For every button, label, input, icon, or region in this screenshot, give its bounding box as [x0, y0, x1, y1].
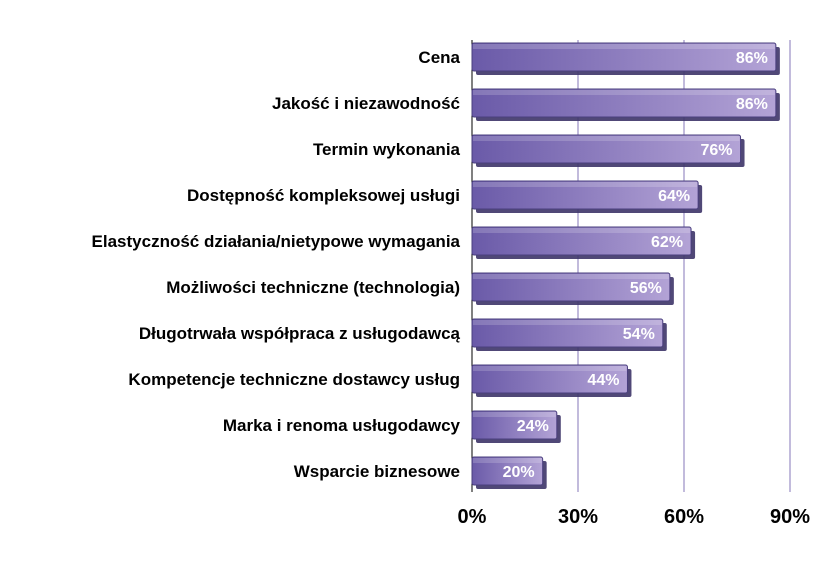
bar-highlight: [473, 458, 542, 463]
category-label: Kompetencje techniczne dostawcy usług: [128, 370, 460, 389]
x-tick-label: 90%: [770, 506, 810, 528]
bar-highlight: [473, 182, 698, 187]
bar-highlight: [473, 412, 556, 417]
bar-value-label: 24%: [517, 418, 549, 435]
bar-value-label: 20%: [503, 464, 535, 481]
x-tick-label: 60%: [664, 506, 704, 528]
bar: [471, 88, 777, 118]
category-label: Elastyczność działania/nietypowe wymagan…: [92, 232, 461, 251]
bar-value-label: 64%: [658, 188, 690, 205]
category-label: Jakość i niezawodność: [272, 94, 460, 113]
category-label: Dostępność kompleksowej usługi: [187, 186, 460, 205]
x-tick-label: 30%: [558, 506, 598, 528]
category-labels: Cena Jakość i niezawodność Termin wykonani…: [92, 48, 461, 481]
bar: [471, 456, 544, 486]
bar-highlight: [473, 90, 775, 95]
bar-value-label: 56%: [630, 280, 662, 297]
bar-highlight: [473, 44, 775, 49]
bar-highlight: [473, 136, 740, 141]
bar-highlight: [473, 366, 627, 371]
bar-value-label: 86%: [736, 50, 768, 67]
category-label: Termin wykonania: [313, 140, 461, 159]
category-label: Wsparcie biznesowe: [294, 462, 460, 481]
bar-highlight: [473, 320, 662, 325]
bar: [471, 134, 742, 164]
bar: [471, 364, 628, 394]
x-axis-ticks: 0% 30% 60% 90%: [458, 506, 811, 528]
bar-value-label: 54%: [623, 326, 655, 343]
bar: [471, 226, 692, 256]
bar-value-label: 44%: [587, 372, 619, 389]
bar: [471, 410, 558, 440]
category-label: Możliwości techniczne (technologia): [166, 278, 460, 297]
bar: [471, 180, 699, 210]
bar: [471, 42, 777, 72]
bar-value-label: 86%: [736, 96, 768, 113]
bar-value-label: 62%: [651, 234, 683, 251]
bar-value-label: 76%: [701, 142, 733, 159]
category-label: Długotrwała współpraca z usługodawcą: [139, 324, 461, 343]
bar-highlight: [473, 228, 691, 233]
category-label: Marka i renoma usługodawcy: [223, 416, 461, 435]
bar: [471, 318, 664, 348]
x-tick-label: 0%: [458, 506, 487, 528]
category-label: Cena: [418, 48, 460, 67]
bars: 86% 86% 76% 64% 62% 56% 54% 44% 24% 20%: [471, 42, 780, 489]
bar: [471, 272, 671, 302]
bar-highlight: [473, 274, 669, 279]
